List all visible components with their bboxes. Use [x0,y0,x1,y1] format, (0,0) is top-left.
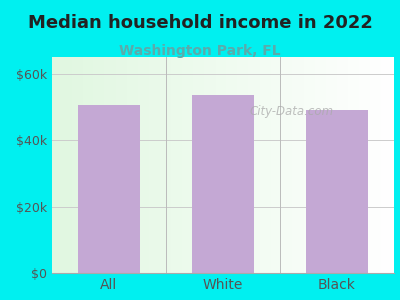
Text: Median household income in 2022: Median household income in 2022 [28,14,372,32]
Text: Washington Park, FL: Washington Park, FL [119,44,281,58]
Bar [306,110,368,273]
Bar [78,105,140,273]
Text: City-Data.com: City-Data.com [249,104,334,118]
Bar [192,95,254,273]
